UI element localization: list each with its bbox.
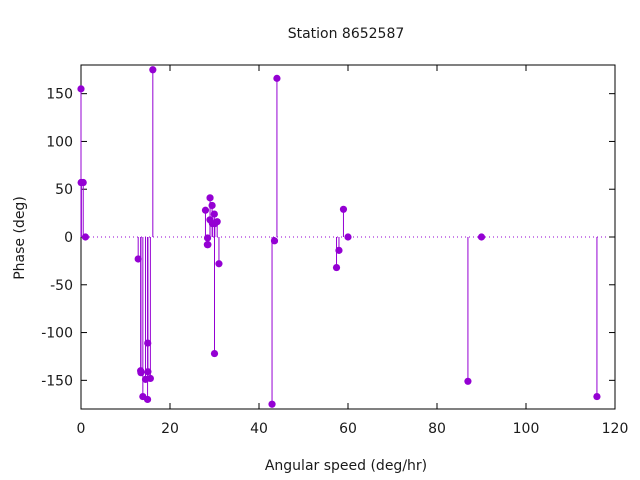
x-tick-label: 100 bbox=[513, 421, 540, 437]
data-point bbox=[593, 392, 601, 401]
data-point bbox=[204, 241, 212, 249]
x-axis-label: Angular speed (deg/hr) bbox=[265, 458, 427, 474]
y-tick-label: 0 bbox=[64, 230, 73, 246]
data-point bbox=[268, 400, 276, 408]
data-point bbox=[273, 74, 281, 82]
data-point bbox=[81, 233, 90, 241]
data-point bbox=[144, 339, 152, 347]
data-point bbox=[201, 206, 210, 214]
data-point bbox=[270, 237, 279, 245]
data-point bbox=[344, 233, 352, 241]
x-tick-label: 20 bbox=[161, 421, 179, 437]
y-tick-label: -150 bbox=[41, 373, 73, 389]
data-point bbox=[149, 66, 157, 74]
x-tick-label: 80 bbox=[428, 421, 446, 437]
data-point bbox=[144, 368, 152, 376]
data-point bbox=[335, 246, 343, 254]
data-point bbox=[477, 233, 486, 241]
data-point bbox=[137, 369, 145, 377]
data-point bbox=[210, 210, 218, 218]
y-tick-label: -100 bbox=[41, 326, 73, 342]
data-point bbox=[134, 255, 142, 263]
plot-area: 0 20 40 60 80 100 120 -150 -100 -50 0 50 100 150 bbox=[41, 64, 629, 437]
y-tick-label: 50 bbox=[55, 182, 73, 198]
x-tick-label: 40 bbox=[250, 421, 268, 437]
y-tick-label: 150 bbox=[46, 87, 73, 103]
data-point bbox=[146, 374, 154, 383]
y-tick-label: 100 bbox=[46, 134, 73, 150]
data-point bbox=[208, 201, 216, 210]
x-tick-label: 60 bbox=[339, 421, 357, 437]
data-point bbox=[79, 178, 87, 187]
data-point bbox=[213, 218, 221, 226]
chart-title: Station 8652587 bbox=[288, 26, 405, 42]
x-tick-label: 0 bbox=[77, 421, 86, 437]
data-point bbox=[339, 205, 348, 213]
data-point bbox=[143, 395, 152, 404]
y-tick-label: -50 bbox=[50, 278, 73, 294]
data-point bbox=[206, 194, 214, 202]
data-point bbox=[332, 263, 341, 272]
data-point bbox=[210, 349, 219, 358]
y-axis-label: Phase (deg) bbox=[12, 196, 28, 280]
data-point bbox=[464, 377, 472, 385]
data-point bbox=[77, 85, 85, 93]
data-point bbox=[215, 260, 223, 268]
x-tick-label: 120 bbox=[602, 421, 629, 437]
data-point bbox=[203, 234, 212, 242]
